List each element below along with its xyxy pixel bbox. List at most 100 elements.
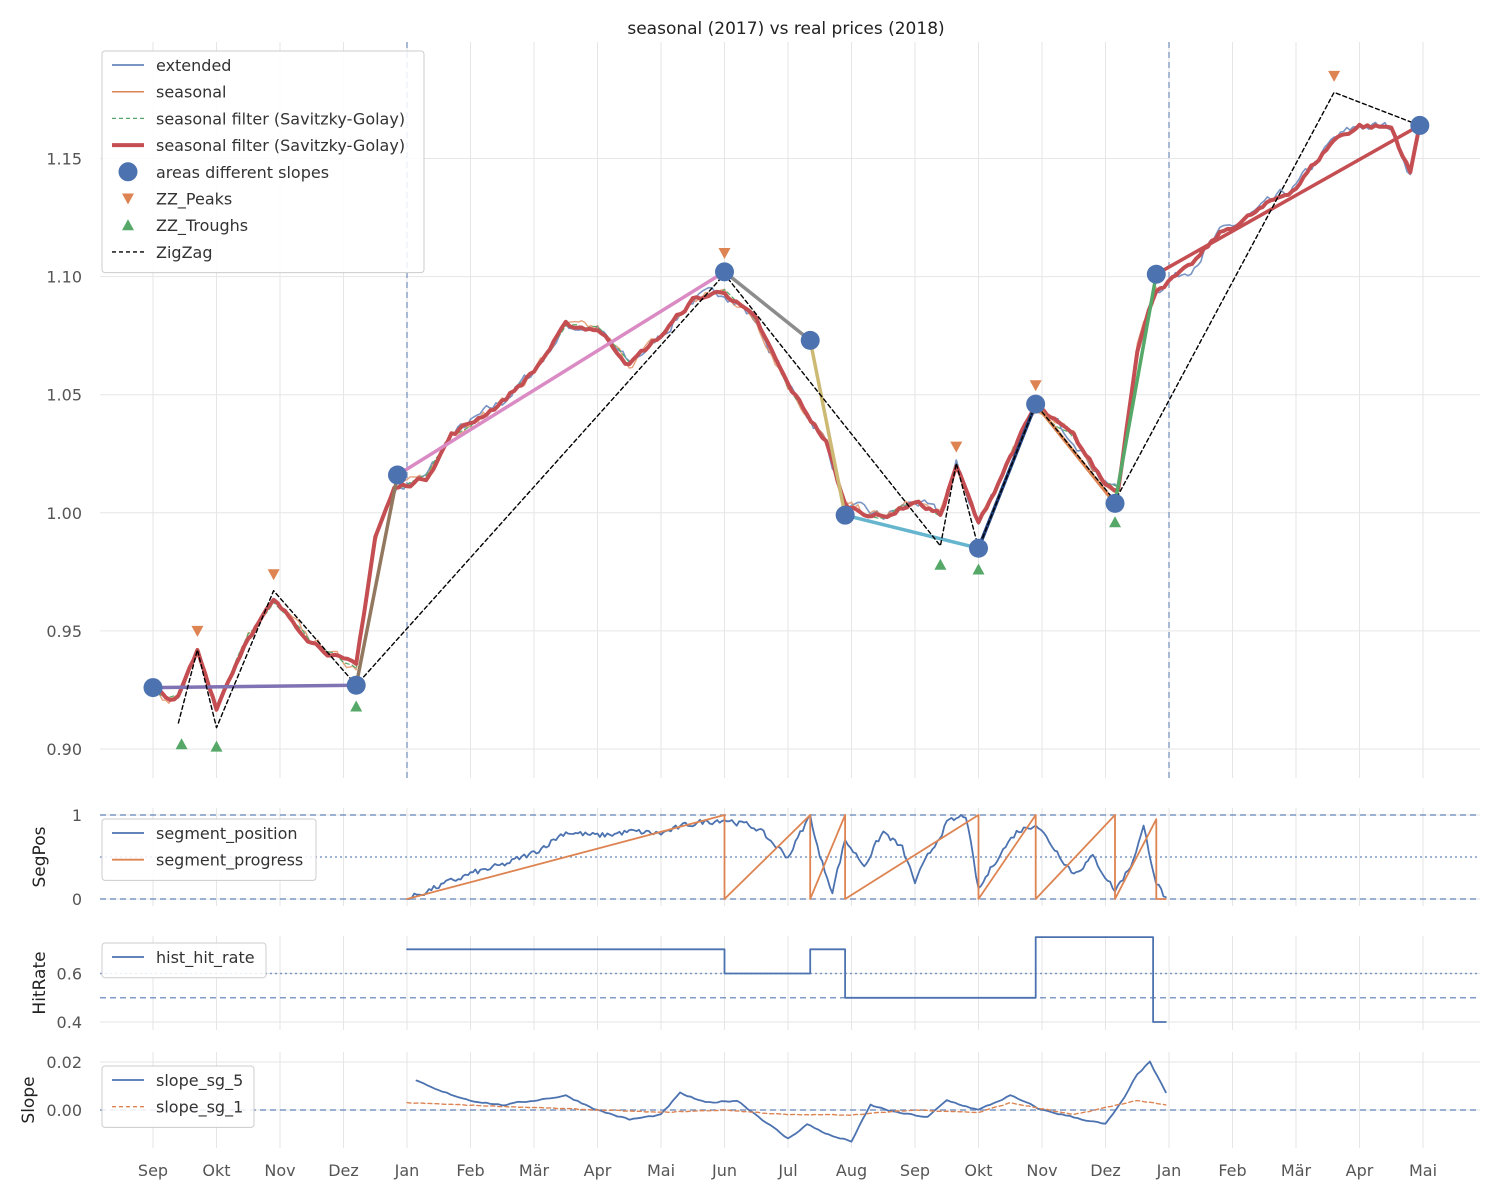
x-tick-label: Feb — [1218, 1161, 1246, 1180]
x-tick-label: Nov — [264, 1161, 295, 1180]
seasonal-line — [152, 286, 1158, 712]
x-tick-label: Mai — [1409, 1161, 1437, 1180]
area-point — [387, 465, 407, 485]
y-tick-label: 0 — [72, 890, 82, 909]
y-tick-label: 1.10 — [46, 268, 82, 287]
area-point — [835, 505, 855, 525]
x-tick-label: Apr — [584, 1161, 612, 1180]
legend-label: areas different slopes — [156, 163, 329, 182]
slope-segment-line-9 — [1154, 123, 1422, 276]
area-point — [715, 262, 734, 282]
legend-box — [101, 942, 267, 979]
y-axis-label: HitRate — [30, 951, 50, 1014]
zz-trough-point — [972, 563, 985, 575]
y-tick-label: 1.05 — [46, 386, 82, 405]
segment-progress-line — [406, 814, 1167, 900]
x-tick-label: Aug — [836, 1161, 867, 1180]
area-point — [1105, 493, 1125, 513]
y-tick-label: 1 — [72, 806, 82, 825]
zz-trough-point — [175, 738, 188, 750]
y-tick-label: 0.90 — [46, 740, 82, 759]
hist-hit-rate-line — [406, 936, 1167, 1023]
legend-label: segment_progress — [156, 851, 303, 871]
zz-peak-point — [718, 247, 731, 259]
zz-trough-point — [934, 558, 947, 570]
legend-layer: extended seasonal seasonal filter (Savitzk… — [101, 50, 425, 1128]
zz-trough-point — [1109, 516, 1122, 528]
y-tick-label: 0.4 — [57, 1013, 82, 1032]
legend-box — [101, 50, 425, 274]
legend-box — [101, 818, 317, 881]
segment-position-line — [406, 814, 1167, 900]
x-tick-label: Mär — [519, 1161, 550, 1180]
legend-label: seasonal filter (Savitzky-Golay) — [156, 136, 405, 155]
slope-segment-line-2 — [395, 270, 727, 477]
x-tick-label: Jul — [777, 1161, 797, 1180]
slope-sg1-line — [406, 1099, 1167, 1117]
x-tick-label: Okt — [964, 1161, 992, 1180]
slope-segment-line-1 — [354, 473, 400, 687]
series-layer — [100, 42, 1480, 1143]
axis-layer: 0.90 0.95 1.00 1.05 1.10 1.15 0 1 SegPos 0.4 0.6 Hi… — [19, 150, 1437, 1181]
zz-peak-point — [191, 625, 204, 637]
slope-segment-line-4 — [808, 338, 847, 517]
zz-peak-point — [950, 441, 963, 453]
x-tick-label: Feb — [456, 1161, 484, 1180]
y-tick-label: 0.00 — [46, 1101, 82, 1120]
slope-sg5-line — [415, 1060, 1167, 1143]
x-tick-label: Sep — [900, 1161, 930, 1180]
y-axis-label: SegPos — [30, 826, 50, 887]
legend-label: ZigZag — [156, 243, 212, 262]
area-point — [1410, 115, 1430, 135]
legend-label: segment_position — [156, 824, 298, 844]
legend-label: slope_sg_5 — [156, 1071, 243, 1091]
area-point — [969, 538, 988, 558]
zz-peak-point — [1029, 380, 1042, 392]
legend-swatch — [122, 219, 134, 231]
extended-line — [393, 121, 1421, 525]
slope-segment-line-3 — [722, 270, 812, 343]
x-tick-label: Mai — [647, 1161, 675, 1180]
area-point — [1026, 394, 1046, 414]
x-tick-label: Dez — [1090, 1161, 1121, 1180]
zz-peak-point — [1328, 70, 1341, 82]
x-tick-label: Dez — [328, 1161, 359, 1180]
legend-label: hist_hit_rate — [156, 948, 255, 968]
y-tick-label: 0.6 — [57, 965, 82, 984]
x-tick-label: Sep — [138, 1161, 168, 1180]
area-point — [143, 678, 163, 698]
x-tick-label: Apr — [1346, 1161, 1374, 1180]
y-tick-label: 0.95 — [46, 622, 82, 641]
x-tick-label: Okt — [202, 1161, 230, 1180]
slope-segment-line-0 — [151, 683, 358, 690]
legend-label: seasonal — [156, 83, 227, 102]
x-tick-label: Jan — [1156, 1161, 1182, 1180]
sg-filter-dashed-line — [152, 286, 1157, 707]
x-tick-label: Mär — [1281, 1161, 1312, 1180]
legend-label: ZZ_Troughs — [156, 216, 248, 236]
slope-segment-line-8 — [1113, 272, 1159, 506]
area-point — [346, 675, 366, 695]
zz-trough-point — [210, 740, 223, 752]
legend-label: ZZ_Peaks — [156, 190, 232, 210]
legend-swatch — [122, 193, 134, 205]
y-axis-label: Slope — [19, 1076, 39, 1123]
chart-title: seasonal (2017) vs real prices (2018) — [627, 19, 944, 39]
area-point — [800, 330, 820, 350]
legend-box — [101, 1065, 255, 1128]
x-tick-label: Nov — [1026, 1161, 1057, 1180]
y-tick-label: 0.02 — [46, 1053, 82, 1072]
y-tick-label: 1.00 — [46, 504, 82, 523]
y-tick-label: 1.15 — [46, 150, 82, 169]
slope-segment-line-5 — [843, 513, 981, 550]
x-tick-label: Jan — [394, 1161, 420, 1180]
x-tick-label: Jun — [711, 1161, 737, 1180]
legend-label: extended — [156, 56, 231, 75]
zz-trough-point — [350, 700, 363, 712]
marker-layer — [143, 70, 1430, 752]
legend-swatch — [118, 162, 138, 182]
legend-label: slope_sg_1 — [156, 1098, 243, 1118]
legend-label: seasonal filter (Savitzky-Golay) — [156, 109, 405, 128]
zz-peak-point — [267, 569, 280, 581]
